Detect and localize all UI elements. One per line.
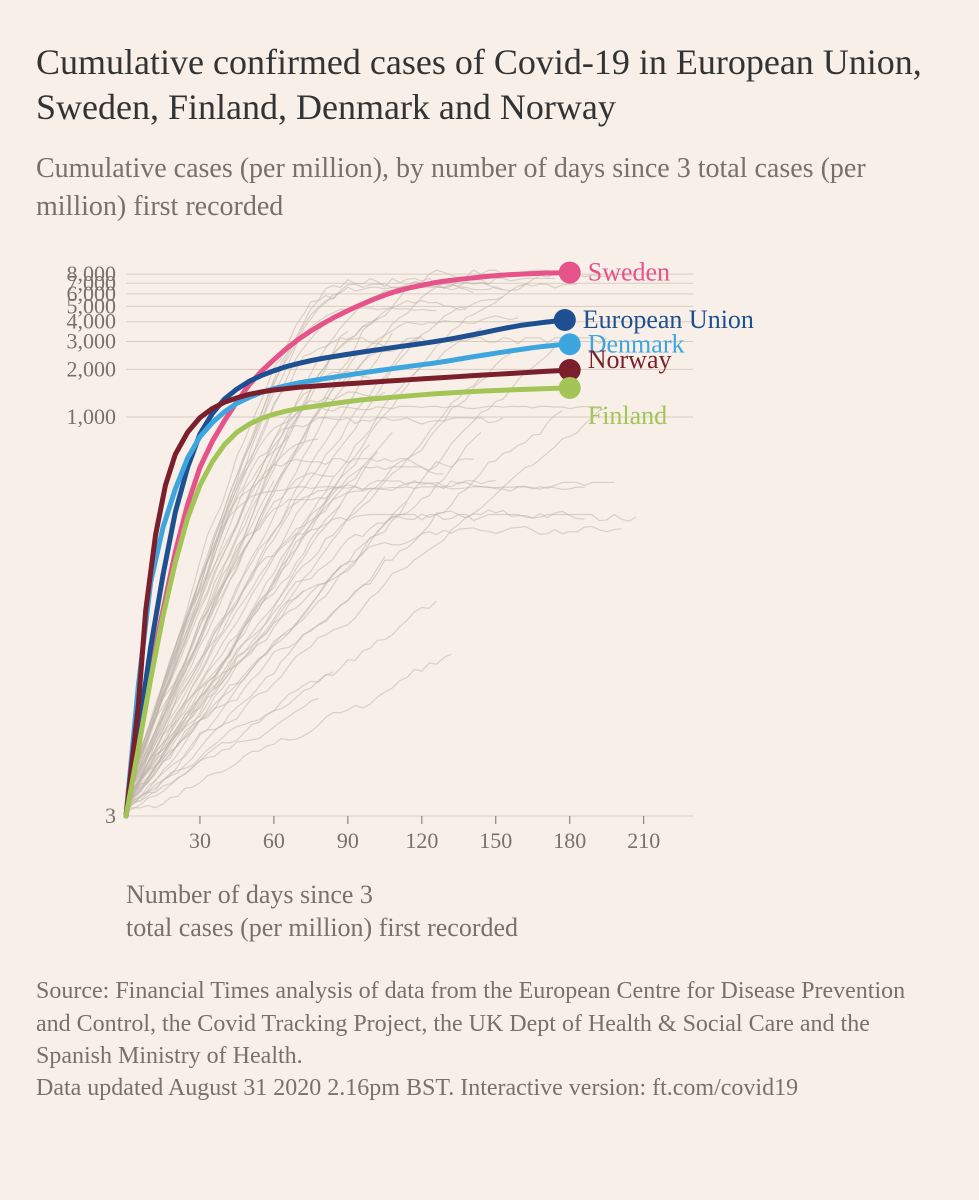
x-tick-label: 180 (553, 828, 586, 853)
chart-title: Cumulative confirmed cases of Covid-19 i… (36, 40, 943, 130)
y-tick-label: 2,000 (67, 356, 117, 381)
series-label-sweden: Sweden (588, 257, 670, 286)
series-marker-denmark (559, 333, 581, 355)
data-updated-text: Data updated August 31 2020 2.16pm BST. … (36, 1075, 798, 1101)
x-axis-label-line1: Number of days since 3 (126, 880, 373, 909)
x-tick-label: 150 (479, 828, 512, 853)
series-label-norway: Norway (588, 345, 672, 374)
x-tick-label: 90 (337, 828, 359, 853)
series-marker-sweden (559, 261, 581, 283)
series-line-european-union (126, 320, 565, 816)
series-line-norway (126, 370, 570, 816)
source-text: Source: Financial Times analysis of data… (36, 978, 905, 1069)
y-tick-label: 8,000 (67, 261, 117, 286)
source-note: Source: Financial Times analysis of data… (36, 975, 943, 1105)
y-tick-label: 3 (105, 803, 116, 828)
chart-plot-area: 31,0002,0003,0004,0005,0006,0007,0008,00… (36, 256, 943, 866)
chart-svg: 31,0002,0003,0004,0005,0006,0007,0008,00… (36, 256, 943, 866)
x-tick-label: 60 (263, 828, 285, 853)
series-marker-finland (559, 377, 581, 399)
y-tick-label: 1,000 (67, 404, 117, 429)
x-axis-label-line2: total cases (per million) first recorded (126, 913, 518, 942)
x-axis-label: Number of days since 3 total cases (per … (126, 878, 943, 946)
series-label-finland: Finland (588, 401, 667, 430)
series-marker-european-union (554, 309, 576, 331)
series-line-denmark (126, 344, 570, 816)
x-tick-label: 30 (189, 828, 211, 853)
x-tick-label: 210 (627, 828, 660, 853)
chart-container: Cumulative confirmed cases of Covid-19 i… (0, 0, 979, 1200)
chart-subtitle: Cumulative cases (per million), by numbe… (36, 150, 943, 226)
x-tick-label: 120 (405, 828, 438, 853)
